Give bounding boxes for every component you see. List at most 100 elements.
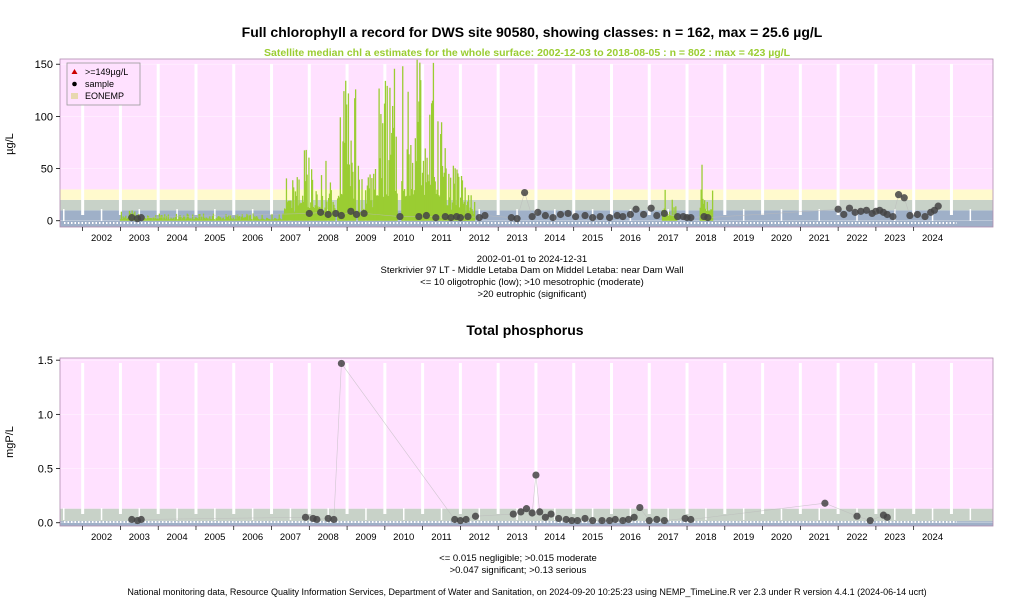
x-tick-label: 2015 — [582, 532, 603, 543]
sample-point — [464, 212, 472, 221]
x-tick-label: 2015 — [582, 233, 603, 244]
x-tick-label: 2003 — [129, 233, 150, 244]
sample-point — [462, 515, 470, 524]
x-tick-label: 2010 — [393, 233, 414, 244]
x-tick-label: 2011 — [431, 532, 451, 543]
sample-point — [337, 359, 346, 368]
sample-point — [128, 214, 136, 222]
sample-point — [534, 208, 542, 216]
chart-1-plot: 0 50 100 150 2002 2003 2004 2005 2006 2007 2008 200… — [35, 58, 994, 244]
sample-point — [415, 212, 423, 221]
sample-point — [568, 516, 576, 525]
sample-point — [509, 510, 517, 518]
sample-point — [632, 205, 640, 213]
x-tick-label: 2006 — [242, 532, 263, 543]
x-tick-label: 2003 — [129, 532, 150, 543]
sample-point — [894, 191, 903, 199]
sample-point — [606, 214, 614, 222]
sample-point — [906, 211, 914, 220]
x-tick-label: 2024 — [922, 233, 943, 244]
sample-point — [528, 212, 536, 221]
sample-point — [555, 514, 563, 523]
y-tick-label: 1.0 — [38, 409, 53, 421]
sample-point — [639, 210, 648, 219]
y-tick-label: 150 — [35, 59, 53, 71]
legend-entry-eonemp: EONEMP — [85, 91, 124, 101]
chart-1-note-3: <= 10 oligotrophic (low); >10 mesotrophi… — [420, 277, 644, 288]
x-tick-label: 2016 — [620, 233, 641, 244]
x-tick-label: 2024 — [922, 532, 943, 543]
chart-2-plot: 0.0 0.5 1.0 1.5 2002 2003 2004 2005 2006 2007 2008… — [38, 355, 994, 543]
legend-dot-icon — [72, 81, 77, 87]
band-2 — [60, 358, 993, 509]
band-0 — [60, 521, 993, 526]
x-tick-label: 2009 — [355, 233, 376, 244]
sample-point — [687, 214, 695, 222]
sample-point — [581, 211, 589, 220]
sample-point — [451, 515, 459, 524]
sample-point — [660, 209, 668, 218]
x-tick-label: 2011 — [431, 233, 451, 244]
sample-point — [332, 209, 340, 218]
sample-point — [630, 513, 638, 521]
x-tick-label: 2019 — [733, 532, 754, 543]
sample-point — [481, 211, 489, 220]
sample-point — [611, 515, 619, 524]
x-tick-label: 2014 — [544, 532, 565, 543]
chart-1-subtitle: Satellite median chl a estimates for the… — [264, 47, 791, 59]
sample-point — [313, 515, 321, 524]
legend-triangle-icon — [71, 69, 78, 74]
band-3 — [60, 59, 993, 190]
sample-point — [673, 212, 682, 221]
sample-point — [541, 211, 549, 220]
sample-point — [521, 188, 529, 197]
sample-point — [645, 516, 653, 525]
sample-point — [536, 508, 544, 516]
sample-point — [347, 207, 355, 215]
x-tick-label: 2018 — [695, 233, 716, 244]
x-tick-label: 2020 — [771, 532, 792, 543]
chart-1-note-2: Sterkrivier 97 LT - Middle Letaba Dam on… — [381, 265, 684, 276]
chart-1-ylabel: µg/L — [4, 133, 16, 155]
sample-point — [704, 214, 712, 222]
sample-point — [137, 515, 145, 524]
sample-point — [581, 514, 589, 523]
chart-1-title: Full chlorophyll a record for DWS site 9… — [242, 24, 823, 40]
sample-point — [883, 210, 891, 219]
y-tick-label: 0.5 — [38, 464, 53, 476]
sample-point — [840, 210, 848, 219]
sample-point — [573, 516, 582, 525]
x-tick-label: 2004 — [167, 532, 188, 543]
y-tick-label: 50 — [41, 164, 53, 176]
x-tick-label: 2016 — [620, 532, 641, 543]
x-tick-label: 2007 — [280, 233, 301, 244]
x-tick-label: 2009 — [355, 532, 376, 543]
plot-frame — [59, 58, 994, 228]
x-tick-label: 2022 — [846, 233, 867, 244]
sample-point — [889, 212, 897, 221]
x-tick-label: 2006 — [242, 233, 263, 244]
sample-point — [441, 212, 449, 221]
sample-point — [324, 514, 332, 523]
sample-point — [396, 212, 404, 221]
y-tick-label: 0.0 — [38, 518, 53, 530]
sample-point — [883, 513, 891, 521]
sample-point — [589, 214, 597, 222]
x-tick-label: 2012 — [469, 532, 490, 543]
sample-point — [687, 515, 695, 524]
sample-point — [549, 214, 557, 222]
sample-point — [900, 194, 908, 202]
chart-1-note-4: >20 eutrophic (significant) — [477, 289, 586, 300]
sample-point — [528, 509, 536, 517]
sample-point — [606, 516, 614, 525]
sample-point — [330, 515, 338, 524]
sample-point — [360, 209, 368, 218]
x-tick-label: 2013 — [506, 233, 527, 244]
legend-entry-exceed: >=149µg/L — [85, 67, 128, 77]
sample-point — [845, 204, 854, 212]
sample-point — [647, 204, 655, 212]
sample-point — [619, 212, 627, 221]
sample-point — [128, 515, 136, 524]
